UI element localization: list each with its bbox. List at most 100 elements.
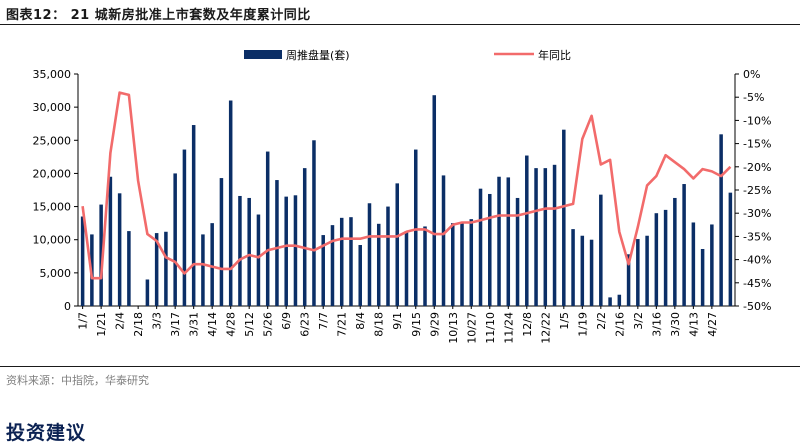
bar: [460, 223, 464, 306]
x-tick-label: 7/21: [336, 312, 349, 337]
x-tick-label: 3/31: [188, 312, 201, 337]
right-tick-label: -30%: [743, 207, 771, 220]
bar: [589, 239, 594, 306]
x-tick-label: 4/14: [206, 312, 219, 337]
source-divider: [0, 366, 800, 367]
x-tick-label: 7/7: [317, 312, 330, 330]
x-tick-label: 12/22: [539, 312, 552, 344]
x-tick-label: 2/2: [595, 312, 608, 330]
bar: [386, 206, 390, 306]
bar: [645, 235, 649, 306]
right-tick-label: -45%: [743, 277, 771, 290]
x-tick-label: 2/18: [132, 312, 145, 337]
bar: [321, 235, 325, 306]
bar: [441, 175, 446, 306]
bar: [451, 223, 455, 306]
bar: [228, 100, 233, 306]
x-tick-label: 10/13: [447, 312, 460, 344]
x-tick-label: 4/13: [687, 312, 700, 337]
bar: [80, 216, 85, 306]
bar: [562, 129, 566, 306]
bar: [469, 219, 474, 306]
bar: [571, 229, 575, 306]
source-note: 资料来源：中指院，华泰研究: [6, 374, 149, 387]
bar: [673, 197, 677, 306]
x-tick-label: 1/19: [576, 312, 589, 337]
bar: [247, 197, 251, 306]
bar: [145, 279, 150, 306]
bar: [256, 214, 261, 306]
bar: [265, 151, 270, 306]
x-tick-label: 1/5: [558, 312, 571, 330]
x-tick-label: 3/3: [151, 312, 164, 330]
x-tick-label: 6/9: [280, 312, 293, 330]
x-tick-label: 5/12: [243, 312, 256, 337]
right-tick-label: -15%: [743, 138, 771, 151]
bar: [182, 149, 187, 306]
bar: [117, 193, 122, 306]
right-tick-label: -40%: [743, 254, 771, 267]
x-tick-label: 4/27: [706, 312, 719, 337]
right-tick-label: -50%: [743, 300, 771, 313]
bar: [395, 183, 400, 306]
legend: 周推盘量(套) 年同比: [244, 48, 571, 62]
x-tick-label: 3/17: [169, 312, 182, 337]
bar: [312, 140, 316, 306]
x-tick-label: 9/1: [391, 312, 404, 330]
left-tick-label: 10,000: [33, 234, 72, 247]
right-tick-label: 0%: [743, 68, 760, 81]
bar: [719, 134, 723, 306]
bar: [164, 231, 168, 306]
bar: [219, 178, 224, 306]
bar: [404, 231, 409, 306]
bar: [201, 234, 205, 306]
bar: [173, 173, 177, 306]
bar: [432, 95, 437, 306]
x-tick-label: 8/18: [373, 312, 386, 337]
left-tick-label: 20,000: [33, 167, 72, 180]
bar: [525, 155, 529, 306]
bar: [99, 204, 103, 306]
bar: [413, 149, 418, 306]
bar: [728, 192, 733, 306]
bar: [497, 176, 501, 306]
left-tick-label: 30,000: [33, 101, 72, 114]
bar: [191, 125, 196, 306]
bar: [108, 176, 113, 306]
bar: [663, 209, 668, 306]
bar: [552, 164, 557, 306]
bar: [636, 239, 640, 306]
bar: [339, 217, 344, 306]
x-tick-label: 9/15: [410, 312, 423, 337]
bar: [506, 177, 511, 306]
x-tick-label: 3/30: [669, 312, 682, 337]
x-tick-label: 2/4: [114, 312, 127, 330]
left-tick-label: 15,000: [33, 201, 72, 214]
bar: [302, 168, 307, 306]
bar: [210, 223, 214, 306]
x-tick-label: 1/7: [77, 312, 90, 330]
section-heading: 投资建议: [6, 422, 87, 444]
right-tick-label: -5%: [743, 91, 764, 104]
figure-title: 图表12： 21 城新房批准上市套数及年度累计同比: [6, 8, 311, 23]
bar: [367, 203, 372, 306]
bar: [293, 195, 298, 306]
right-tick-label: -35%: [743, 230, 771, 243]
bar: [654, 213, 659, 306]
bar: [238, 195, 242, 306]
bar: [478, 188, 483, 306]
x-tick-label: 6/23: [299, 312, 312, 337]
legend-bar-label: 周推盘量(套): [286, 48, 350, 62]
left-tick-label: 0: [64, 300, 71, 313]
bar: [682, 184, 686, 306]
right-tick-label: -10%: [743, 114, 771, 127]
bar: [710, 224, 714, 306]
bar: [700, 248, 705, 306]
title-divider: [0, 24, 800, 25]
right-tick-label: -20%: [743, 161, 771, 174]
bar: [488, 193, 492, 306]
bar: [127, 231, 131, 306]
x-tick-label: 2/16: [613, 312, 626, 337]
right-tick-label: -25%: [743, 184, 771, 197]
bar: [349, 217, 353, 306]
